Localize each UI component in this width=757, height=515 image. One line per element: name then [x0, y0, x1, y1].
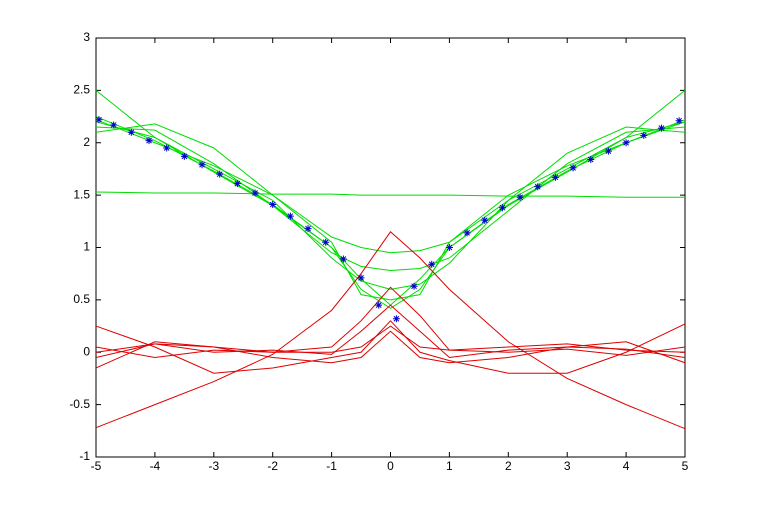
curve — [95, 121, 686, 290]
y-tick-label: 2.5 — [73, 83, 90, 97]
y-tick-label: 0.5 — [73, 292, 90, 306]
y-tick-label: 1 — [83, 240, 90, 254]
y-tick-label: 3 — [83, 30, 90, 44]
star-marker — [445, 244, 453, 251]
curve — [95, 116, 686, 309]
x-tick-label: 5 — [682, 459, 689, 473]
x-tick-label: -4 — [150, 459, 161, 473]
star-marker — [410, 282, 418, 290]
x-tick-label: -2 — [267, 459, 278, 473]
star-marker — [145, 137, 153, 145]
y-tick-label: 1.5 — [73, 187, 90, 201]
star-marker — [180, 152, 188, 160]
x-tick-label: -1 — [326, 459, 337, 473]
star-marker — [569, 164, 577, 172]
curve — [95, 119, 686, 301]
star-marker — [304, 225, 312, 233]
star-marker — [233, 180, 241, 188]
star-marker — [163, 144, 171, 152]
star-marker — [428, 260, 436, 268]
star-marker — [604, 147, 612, 155]
star-marker — [251, 189, 259, 197]
curve — [95, 191, 685, 198]
star-marker — [392, 315, 400, 323]
star-marker — [481, 216, 489, 224]
star-marker — [640, 131, 648, 139]
star-marker — [322, 238, 330, 246]
star-marker — [95, 116, 103, 124]
star-marker — [675, 117, 683, 125]
y-tick-label: -0.5 — [69, 397, 90, 411]
y-tick-label: -1 — [79, 449, 90, 463]
star-marker — [622, 139, 630, 147]
star-marker — [127, 128, 135, 136]
star-marker — [463, 229, 471, 237]
star-marker — [339, 255, 347, 263]
x-tick-label: -3 — [208, 459, 219, 473]
star-marker — [534, 183, 542, 191]
curve — [95, 286, 686, 358]
star-marker — [110, 121, 118, 129]
x-tick-label: -5 — [91, 459, 102, 473]
star-marker — [269, 201, 277, 209]
y-tick-label: 2 — [83, 135, 90, 149]
curve — [95, 320, 686, 374]
star-marker — [216, 170, 224, 178]
x-tick-label: 2 — [505, 459, 512, 473]
star-marker — [498, 204, 506, 212]
x-tick-label: 3 — [564, 459, 571, 473]
star-marker — [286, 212, 294, 220]
curve — [95, 123, 686, 254]
curve — [95, 325, 686, 353]
star-marker — [516, 193, 524, 201]
star-marker — [657, 124, 665, 132]
star-marker — [375, 301, 383, 309]
y-tick-label: 0 — [83, 344, 90, 358]
curve — [95, 126, 686, 272]
x-tick-label: 0 — [387, 459, 394, 473]
x-tick-label: 4 — [623, 459, 630, 473]
x-tick-label: 1 — [446, 459, 453, 473]
star-marker — [198, 161, 206, 169]
curve — [95, 231, 686, 430]
star-marker — [357, 274, 365, 282]
star-marker — [551, 173, 559, 181]
axes-box — [95, 37, 686, 458]
star-marker — [587, 156, 595, 164]
